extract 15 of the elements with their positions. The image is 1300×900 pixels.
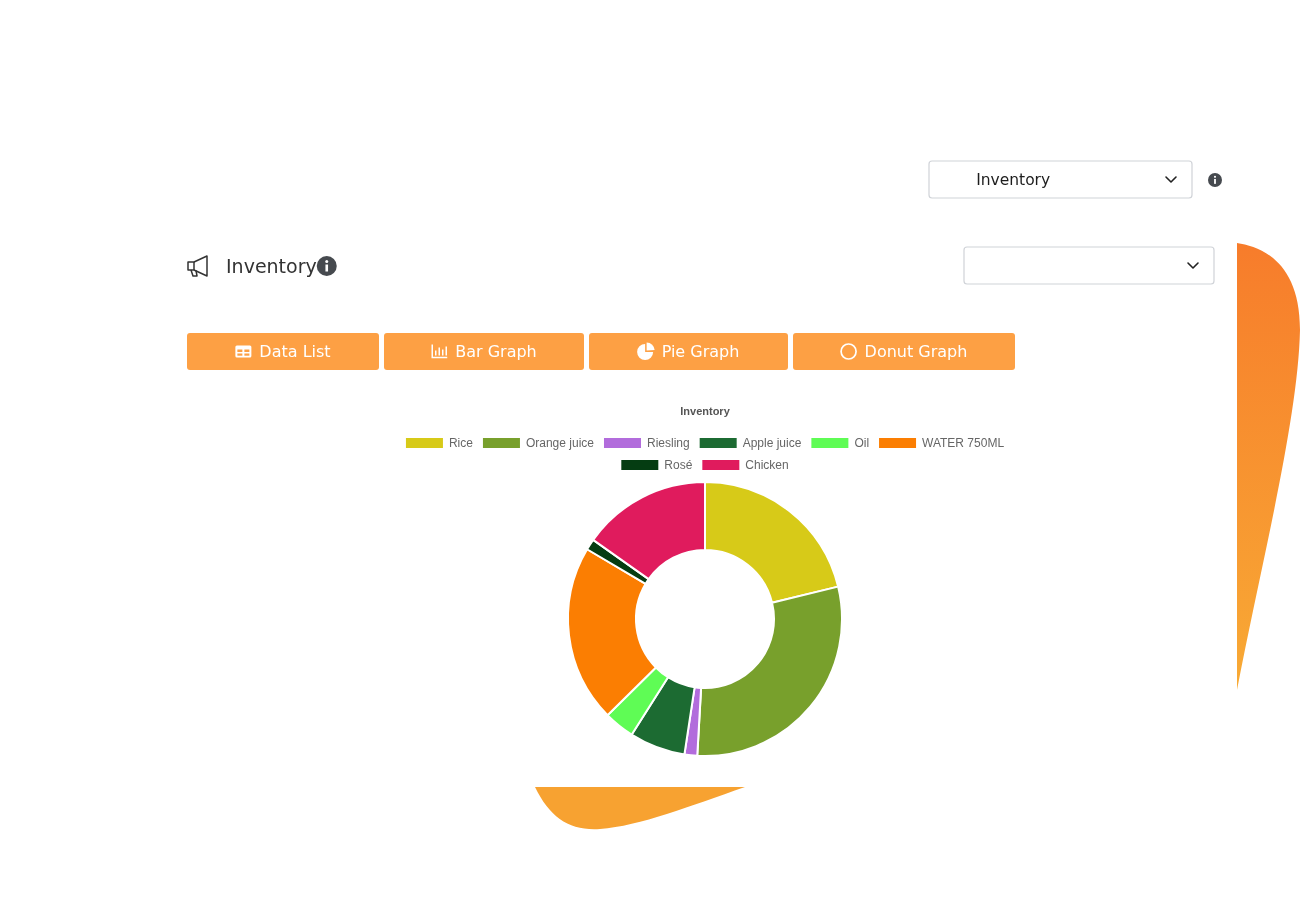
legend-label: Rice — [448, 436, 474, 450]
text: Bar Graph — [455, 342, 537, 361]
legend-label: Rosé — [664, 458, 693, 472]
text: Inventory — [976, 170, 1051, 189]
legend-label: Orange juice — [525, 436, 595, 450]
text: Data List — [259, 342, 331, 361]
legend-label: WATER 750ML — [922, 436, 1005, 450]
legend-label: Apple juice — [742, 436, 802, 450]
legend-label: Oil — [854, 436, 870, 450]
text: Donut Graph — [864, 342, 968, 361]
text: Inventory — [226, 255, 317, 277]
legend-label: Chicken — [745, 458, 789, 472]
text: Pie Graph — [661, 342, 740, 361]
legend-label: Riesling — [646, 436, 690, 450]
chart-title: Inventory — [680, 405, 731, 417]
